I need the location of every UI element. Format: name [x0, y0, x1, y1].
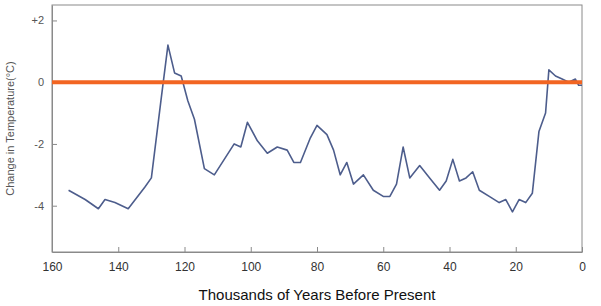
x-tick-mark — [450, 247, 451, 252]
y-tick-label: -2 — [34, 138, 44, 150]
x-tick-label: 120 — [175, 260, 195, 274]
y-axis-line — [52, 6, 53, 253]
x-tick-label: 140 — [109, 260, 129, 274]
temperature-line — [69, 45, 582, 212]
x-tick: 160 — [42, 247, 62, 274]
y-tick-mark — [52, 20, 57, 21]
x-tick-label: 100 — [241, 260, 261, 274]
plot-frame — [52, 5, 582, 252]
y-axis: +2 0 -2 -4 — [31, 6, 57, 253]
reference-line — [52, 80, 582, 84]
chart: +2 0 -2 -4 160 140 120 100 80 60 40 20 0 Thousands of… — [0, 0, 601, 306]
y-tick-label: -4 — [34, 200, 44, 212]
x-tick-label: 0 — [579, 260, 586, 274]
x-axis-line — [53, 252, 583, 253]
y-tick: -2 — [34, 138, 57, 150]
x-tick: 0 — [579, 247, 586, 274]
x-tick-label: 40 — [443, 260, 457, 274]
x-tick-label: 80 — [311, 260, 325, 274]
y-tick-mark — [52, 206, 57, 207]
x-tick-mark — [582, 247, 583, 252]
x-tick-mark — [185, 247, 186, 252]
x-tick: 140 — [109, 247, 129, 274]
x-tick-mark — [516, 247, 517, 252]
x-tick: 40 — [443, 247, 457, 274]
y-tick: +2 — [31, 14, 57, 26]
x-axis: 160 140 120 100 80 60 40 20 0 — [42, 247, 586, 274]
x-tick-mark — [118, 247, 119, 252]
x-tick-mark — [317, 247, 318, 252]
x-tick: 100 — [241, 247, 261, 274]
x-tick-mark — [52, 247, 53, 252]
x-tick-label: 60 — [377, 260, 391, 274]
x-tick: 60 — [377, 247, 391, 274]
y-tick-mark — [52, 144, 57, 145]
x-tick-mark — [383, 247, 384, 252]
x-tick-label: 20 — [510, 260, 524, 274]
y-tick: -4 — [34, 200, 57, 212]
x-tick: 80 — [311, 247, 325, 274]
x-axis-title: Thousands of Years Before Present — [199, 286, 437, 303]
x-tick-label: 160 — [42, 260, 62, 274]
y-tick-label: 0 — [38, 76, 44, 88]
plot: +2 0 -2 -4 160 140 120 100 80 60 40 20 0 — [31, 5, 586, 274]
y-tick-label: +2 — [31, 14, 44, 26]
x-tick-mark — [251, 247, 252, 252]
x-tick: 120 — [175, 247, 195, 274]
marks — [52, 45, 582, 212]
x-tick: 20 — [510, 247, 524, 274]
y-axis-title: Change in Temperature(°C) — [4, 61, 16, 195]
